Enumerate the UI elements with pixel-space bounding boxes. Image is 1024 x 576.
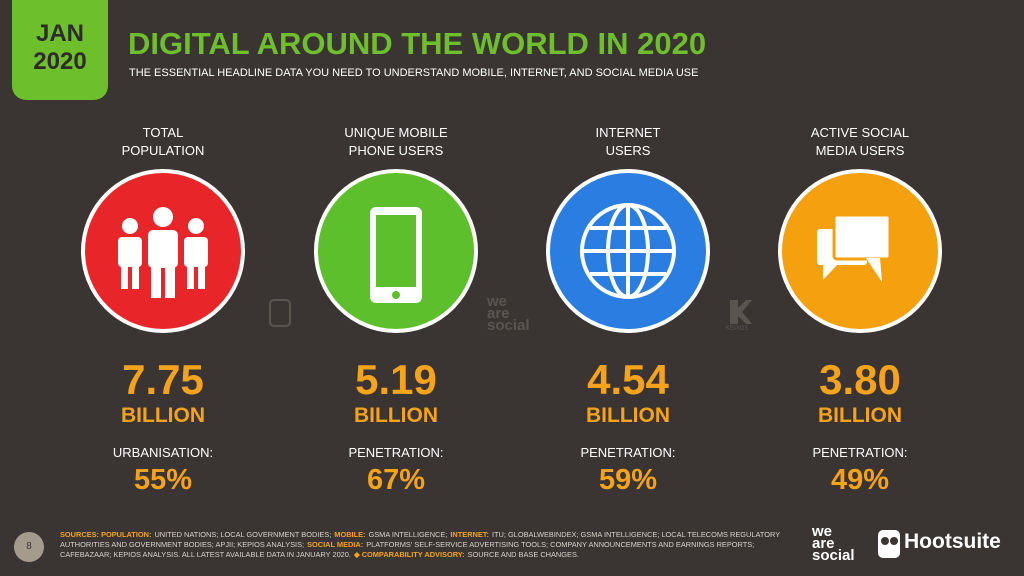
headline-value: 7.75 <box>122 356 204 403</box>
watermark-word: social <box>487 317 530 334</box>
sub-value: 49% <box>830 464 890 496</box>
source-label: ◆ COMPARABILITY ADVISORY: <box>353 550 465 559</box>
source-label: SOURCES: POPULATION: <box>60 530 152 539</box>
headline-unit: BILLION <box>121 404 205 427</box>
source-text: UNITED NATIONS; LOCAL GOVERNMENT BODIES; <box>154 530 332 539</box>
headline-value: 4.54 <box>587 356 669 403</box>
source-text: PLATFORMS' SELF-SERVICE ADVERTISING TOOL… <box>60 540 755 559</box>
source-text: GSMA INTELLIGENCE; <box>368 530 448 539</box>
column-label-line: POPULATION <box>121 143 205 158</box>
logo-word: we <box>812 523 833 540</box>
source-label: MOBILE: <box>334 530 366 539</box>
headline-unit: BILLION <box>354 404 438 427</box>
watermark-word: we <box>487 293 508 310</box>
source-label: SOCIAL MEDIA: <box>307 540 364 549</box>
headline-value: 3.80 <box>819 356 901 403</box>
column-label-line: TOTAL <box>142 125 184 140</box>
page-number: 8 <box>14 532 44 562</box>
logo-word: social <box>812 547 855 564</box>
mobile-icon <box>314 169 478 333</box>
watermark-owl <box>269 299 291 327</box>
date-badge: JAN 2020 <box>12 0 108 100</box>
headline-unit: BILLION <box>586 404 670 427</box>
subtitle: THE ESSENTIAL HEADLINE DATA YOU NEED TO … <box>129 67 699 79</box>
watermark-kepios: KEPIOS <box>726 326 749 332</box>
headline-unit: BILLION <box>818 404 902 427</box>
column-label: ACTIVE SOCIAL MEDIA USERS <box>750 124 970 160</box>
column-label: INTERNET USERS <box>518 124 738 160</box>
watermark-we-are-social: we are social <box>487 293 530 334</box>
sub-value: 59% <box>598 464 658 496</box>
hootsuite-logo: Hootsuite <box>904 530 1001 553</box>
source-text: SOURCE AND BASE CHANGES. <box>467 550 579 559</box>
we-are-social-logo: we are social <box>812 523 855 564</box>
column-label-line: INTERNET <box>595 125 661 140</box>
population-icon <box>81 169 245 333</box>
watermark-kepios-mark <box>730 300 752 324</box>
headline-value: 5.19 <box>355 356 437 403</box>
sub-label: PENETRATION: <box>580 445 676 460</box>
hootsuite-owl-mark <box>878 530 900 558</box>
column-label-line: UNIQUE MOBILE <box>344 125 448 140</box>
sub-label: PENETRATION: <box>812 445 908 460</box>
sources: SOURCES: POPULATION: UNITED NATIONS; LOCA… <box>60 530 780 560</box>
badge-month: JAN <box>35 20 84 47</box>
source-label: INTERNET: <box>450 530 489 539</box>
title: DIGITAL AROUND THE WORLD IN 2020 <box>128 26 707 61</box>
column-label-line: USERS <box>605 143 651 158</box>
column-label: UNIQUE MOBILE PHONE USERS <box>286 124 506 160</box>
column-label-line: ACTIVE SOCIAL <box>810 125 910 140</box>
badge-year: 2020 <box>33 48 87 75</box>
column-label-line: PHONE USERS <box>348 143 444 158</box>
sub-label: URBANISATION: <box>112 445 214 460</box>
logo-word: are <box>812 535 835 552</box>
column-label-line: MEDIA USERS <box>815 143 905 158</box>
social-icon <box>778 169 942 333</box>
sub-value: 67% <box>366 464 426 496</box>
source-text: ITU; GLOBALWEBINDEX; GSMA INTELLIGENCE; … <box>60 530 781 549</box>
internet-icon <box>546 169 710 333</box>
sub-label: PENETRATION: <box>348 445 444 460</box>
column-label: TOTAL POPULATION <box>53 124 273 160</box>
sub-value: 55% <box>133 464 193 496</box>
watermark-word: are <box>487 305 510 322</box>
